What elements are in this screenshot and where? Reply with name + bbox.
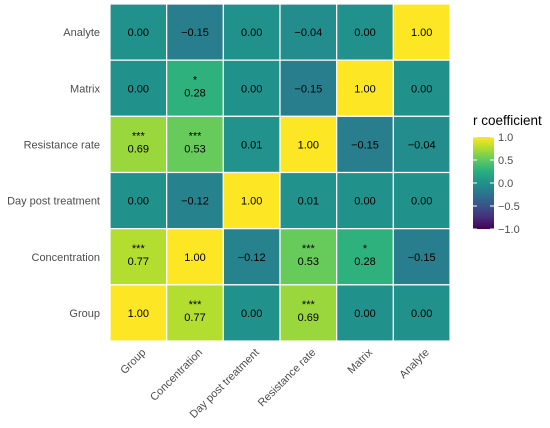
cell-value-label: 0.00 xyxy=(411,196,432,208)
heatmap-cell xyxy=(279,171,338,230)
cell-value-label: −0.15 xyxy=(408,252,436,264)
column-label: Matrix xyxy=(345,346,375,376)
cell-value-label: 0.53 xyxy=(298,256,319,268)
column-label: Concentration xyxy=(148,347,205,404)
cell-value-label: 0.00 xyxy=(241,308,262,320)
column-label: Resistance rate xyxy=(256,347,319,410)
heatmap-cell xyxy=(166,59,224,117)
heatmap-cell xyxy=(166,115,224,174)
legend-tick-label: 1.0 xyxy=(498,132,513,144)
significance-marker: *** xyxy=(302,299,316,311)
legend-tick-label: −1.0 xyxy=(498,224,520,236)
heatmap-cell xyxy=(336,284,394,342)
heatmap-cell xyxy=(222,228,281,286)
heatmap-cell xyxy=(392,228,451,286)
cell-value-label: 1.00 xyxy=(354,83,375,95)
cell-value-label: 0.00 xyxy=(354,308,375,320)
significance-marker: *** xyxy=(132,130,146,142)
row-label: Concentration xyxy=(32,252,101,264)
cell-value-label: −0.15 xyxy=(351,139,379,151)
heatmap-cell xyxy=(222,3,281,61)
heatmap-cell xyxy=(336,171,394,230)
heatmap-cell xyxy=(166,3,224,61)
legend-tick-label: −0.5 xyxy=(498,201,520,213)
heatmap-cell xyxy=(109,3,168,61)
legend-tick-label: 0.0 xyxy=(498,178,513,190)
heatmap-cell xyxy=(166,171,224,230)
heatmap-cell xyxy=(392,3,451,61)
heatmap-cell xyxy=(279,115,338,174)
cell-value-label: 0.69 xyxy=(128,143,149,155)
cell-value-label: 0.77 xyxy=(184,312,205,324)
cell-value-label: 0.00 xyxy=(128,83,149,95)
cell-value-label: −0.04 xyxy=(408,139,436,151)
cell-value-label: 0.00 xyxy=(354,196,375,208)
legend-colorbar xyxy=(473,137,494,229)
cell-value-label: 0.00 xyxy=(411,83,432,95)
cell-value-label: 0.01 xyxy=(241,139,262,151)
heatmap-cell xyxy=(279,59,338,117)
heatmap-cell xyxy=(336,228,394,286)
cell-value-label: −0.12 xyxy=(238,252,266,264)
color-legend: r coefficient 1.0 0.5 0.0 −0.5 −1.0 xyxy=(473,113,542,236)
cell-value-label: −0.15 xyxy=(181,27,209,39)
cell-value-label: 1.00 xyxy=(241,196,262,208)
cell-value-label: 1.00 xyxy=(411,27,432,39)
cell-value-label: 1.00 xyxy=(184,252,205,264)
cell-value-label: −0.15 xyxy=(294,83,322,95)
cell-value-label: 0.00 xyxy=(128,27,149,39)
heatmap-cell xyxy=(336,115,394,174)
significance-marker: *** xyxy=(132,243,146,255)
cell-value-label: 0.28 xyxy=(354,256,375,268)
cell-value-label: 1.00 xyxy=(128,308,149,320)
row-label: Analyte xyxy=(63,27,100,39)
row-label: Day post treatment xyxy=(7,196,100,208)
legend-title: r coefficient xyxy=(473,113,542,128)
significance-marker: * xyxy=(363,243,368,255)
heatmap-cell xyxy=(109,171,168,230)
cell-value-label: 0.00 xyxy=(241,27,262,39)
significance-marker: *** xyxy=(189,130,203,142)
heatmap-cell xyxy=(392,59,451,117)
heatmap-cell xyxy=(279,228,338,286)
legend-tick-label: 0.5 xyxy=(498,155,513,167)
cell-value-label: 0.00 xyxy=(354,27,375,39)
cell-value-label: 0.00 xyxy=(128,196,149,208)
cell-value-label: 0.28 xyxy=(184,87,205,99)
heatmap-cell xyxy=(392,284,451,342)
cell-value-label: −0.12 xyxy=(181,196,209,208)
heatmap-cell xyxy=(222,171,281,230)
cell-value-label: 0.53 xyxy=(184,143,205,155)
cell-value-label: 0.69 xyxy=(298,312,319,324)
cell-value-label: 0.77 xyxy=(128,256,149,268)
heatmap-cell xyxy=(392,115,451,174)
heatmap-cell xyxy=(109,284,168,342)
significance-marker: * xyxy=(193,74,198,86)
cell-value-label: 0.01 xyxy=(298,196,319,208)
cell-value-label: −0.04 xyxy=(294,27,322,39)
column-label: Group xyxy=(118,347,148,377)
row-labels: Analyte Matrix Resistance rate Day post tre… xyxy=(7,27,100,320)
heatmap-cells: 0.00 −0.15 0.00 −0.04 0.00 1.000.00 0.28*0.00−… xyxy=(109,3,451,342)
heatmap-cell xyxy=(279,284,338,342)
cell-value-label: 0.00 xyxy=(241,83,262,95)
column-label: Analyte xyxy=(397,347,431,381)
row-label: Group xyxy=(69,308,100,320)
cell-value-label: 0.00 xyxy=(411,308,432,320)
cell-value-label: 1.00 xyxy=(298,139,319,151)
significance-marker: *** xyxy=(189,299,203,311)
significance-marker: *** xyxy=(302,243,316,255)
row-label: Resistance rate xyxy=(24,139,100,151)
heatmap-cell xyxy=(392,171,451,230)
row-label: Matrix xyxy=(70,83,100,95)
